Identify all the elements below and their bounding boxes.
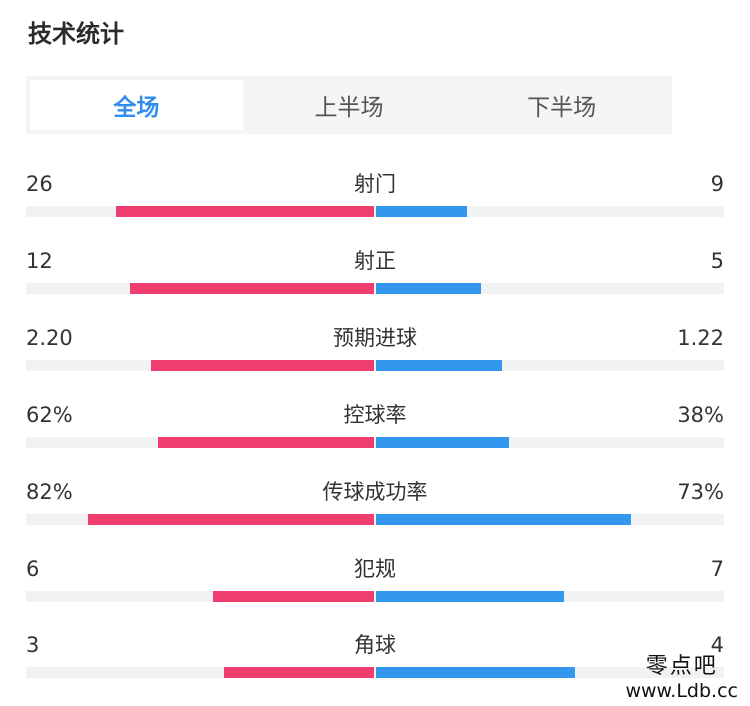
away-value: 73%: [677, 480, 724, 504]
home-bar: [213, 591, 374, 602]
period-tabs: 全场 上半场 下半场: [26, 76, 672, 134]
away-bar: [376, 667, 575, 678]
stat-row-fouls: 6 犯规 7: [26, 555, 724, 615]
watermark-logo: 零点吧: [645, 654, 718, 679]
home-bar: [224, 667, 374, 678]
home-value: 26: [26, 172, 53, 196]
stat-track: [26, 206, 724, 217]
stat-label: 预期进球: [333, 326, 417, 350]
home-value: 62%: [26, 403, 73, 427]
stat-label: 角球: [354, 633, 396, 657]
home-bar: [158, 437, 374, 448]
page-title: 技术统计: [28, 20, 124, 48]
away-value: 9: [710, 172, 724, 196]
tab-first-half[interactable]: 上半场: [314, 95, 384, 121]
home-bar: [151, 360, 374, 371]
watermark-url: www.Ldb.cc: [625, 680, 738, 702]
stat-label: 犯规: [354, 557, 396, 581]
stat-row-possession: 62% 控球率 38%: [26, 401, 724, 461]
home-bar: [116, 206, 374, 217]
home-value: 6: [26, 557, 40, 581]
stat-label: 传球成功率: [322, 480, 428, 504]
away-bar: [376, 206, 467, 217]
home-value: 12: [26, 249, 53, 273]
away-bar: [376, 283, 481, 294]
stat-track: [26, 283, 724, 294]
away-value: 5: [710, 249, 724, 273]
watermark: 零点吧 www.Ldb.cc: [625, 648, 738, 702]
stat-track: [26, 591, 724, 602]
stat-row-pass-accuracy: 82% 传球成功率 73%: [26, 478, 724, 538]
stat-row-shots-on-target: 12 射正 5: [26, 247, 724, 307]
stat-track: [26, 667, 724, 678]
stat-label: 射正: [354, 249, 396, 273]
stat-track: [26, 437, 724, 448]
away-bar: [376, 591, 564, 602]
stat-label: 射门: [354, 172, 396, 196]
tab-second-half[interactable]: 下半场: [527, 95, 597, 121]
away-value: 7: [710, 557, 724, 581]
stat-track: [26, 360, 724, 371]
home-value: 2.20: [26, 326, 73, 350]
stat-label: 控球率: [343, 403, 407, 427]
away-value: 4: [710, 633, 724, 657]
stat-track: [26, 514, 724, 525]
away-bar: [376, 514, 631, 525]
away-bar: [376, 437, 509, 448]
stat-row-expected-goals: 2.20 预期进球 1.22: [26, 324, 724, 384]
away-value: 38%: [677, 403, 724, 427]
home-value: 3: [26, 633, 40, 657]
stat-row-corners: 3 角球 4: [26, 631, 724, 691]
home-bar: [130, 283, 374, 294]
tab-full-match[interactable]: 全场: [30, 80, 243, 130]
home-bar: [88, 514, 374, 525]
away-bar: [376, 360, 502, 371]
away-value: 1.22: [677, 326, 724, 350]
home-value: 82%: [26, 480, 73, 504]
stat-row-shots: 26 射门 9: [26, 170, 724, 230]
